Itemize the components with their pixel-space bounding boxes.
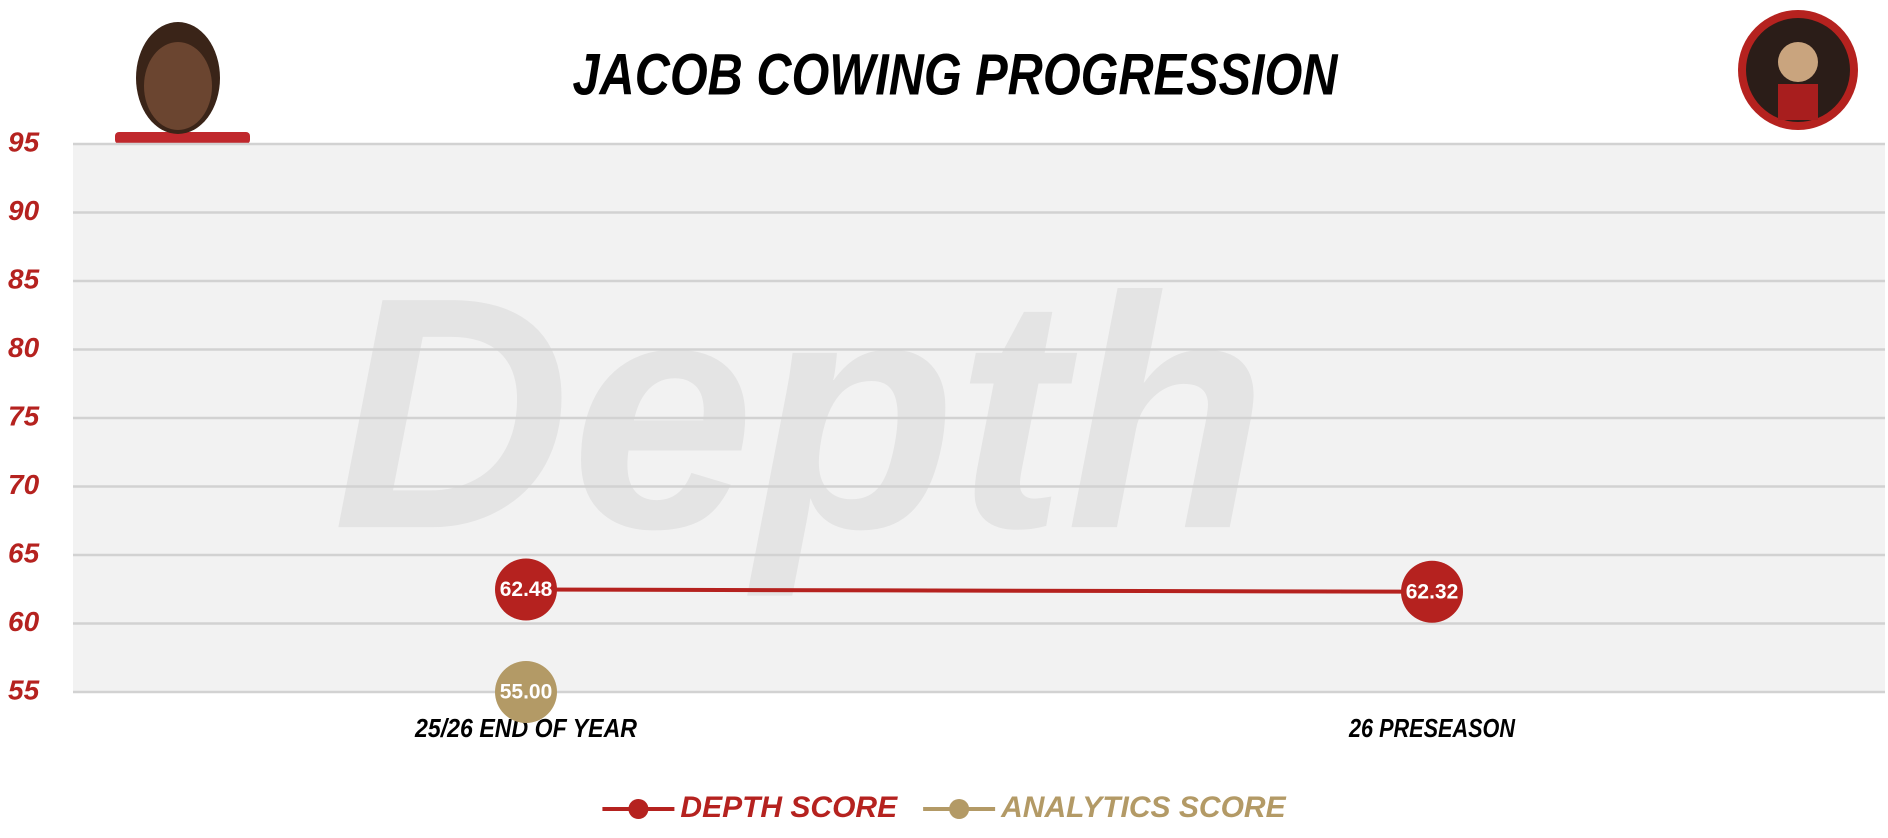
data-label: 62.32 (1406, 580, 1459, 603)
y-tick-label: 70 (8, 469, 40, 500)
y-tick-label: 90 (8, 195, 40, 226)
legend-marker (628, 799, 649, 819)
point (495, 558, 557, 621)
y-tick-label: 85 (8, 263, 40, 294)
team-logo (1738, 10, 1858, 130)
point (495, 661, 557, 723)
player-photo (115, 22, 250, 144)
y-tick-label: 95 (8, 126, 40, 157)
data-label: 62.48 (500, 578, 553, 601)
legend-marker (949, 799, 970, 819)
legend-label: ANALYTICS SCORE (1000, 791, 1286, 824)
y-tick-label: 55 (8, 674, 40, 705)
y-tick-label: 60 (8, 606, 40, 637)
x-tick-label: 26 PRESEASON (1348, 713, 1516, 743)
series-line (525, 587, 1433, 594)
data-label: 55.00 (500, 681, 553, 704)
legend-label: DEPTH SCORE (680, 791, 898, 824)
y-tick-label: 65 (8, 537, 40, 568)
chart-title: JACOB COWING PROGRESSION (573, 42, 1339, 107)
y-tick-label: 75 (8, 400, 40, 431)
watermark: Depth (333, 228, 1268, 599)
y-tick-label: 80 (8, 332, 40, 363)
point (1401, 560, 1463, 623)
legend: DEPTH SCORE ANALYTICS SCORE (602, 791, 1287, 824)
